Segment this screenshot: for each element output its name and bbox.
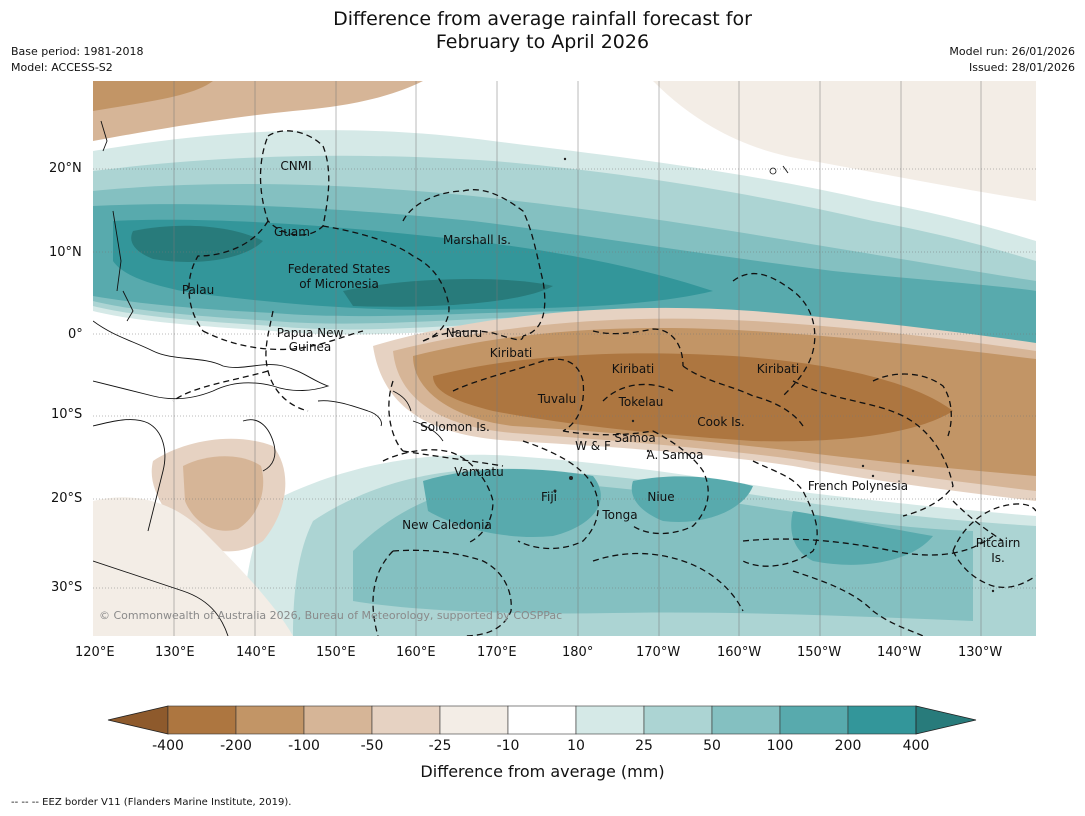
dry-coral-sea-inner [183, 456, 264, 531]
colorbar [107, 705, 977, 735]
colorbar-tick-label: 10 [567, 738, 585, 754]
label-guam: Guam [274, 225, 310, 239]
colorbar-tick-label: -25 [428, 738, 452, 754]
colorbar-segment [711, 705, 781, 735]
model-run: Model run: 26/01/2026 [949, 45, 1075, 58]
colorbar-extend-high [915, 705, 977, 735]
label-png-1: Papua New [277, 326, 344, 340]
wet-south-200 [423, 469, 601, 537]
rainfall-map: CNMI Guam Marshall Is. Federated States … [93, 81, 1036, 636]
islands [553, 157, 995, 593]
wet-core-micronesia [343, 279, 553, 307]
label-asamoa: A. Samoa [647, 448, 704, 462]
label-pitcairn-2: Is. [991, 551, 1005, 565]
colorbar-extend-low [107, 705, 169, 735]
colorbar-tick-label: 50 [703, 738, 721, 754]
model-name: Model: ACCESS-S2 [11, 61, 113, 74]
colorbar-tick-label: -50 [360, 738, 384, 754]
eez-borders [172, 130, 1036, 636]
lat-tick-20n: 20°N [49, 161, 82, 176]
map-title-line1: Difference from average rainfall forecas… [333, 8, 752, 30]
label-niue: Niue [647, 490, 674, 504]
label-fiji: Fiji [541, 490, 557, 504]
label-samoa: Samoa [614, 431, 655, 445]
label-solomon: Solomon Is. [420, 420, 490, 434]
colorbar-segment [439, 705, 509, 735]
label-marshall: Marshall Is. [443, 233, 511, 247]
label-kiribati-east: Kiribati [757, 362, 799, 376]
colorbar-tick-label: 25 [635, 738, 653, 754]
lat-tick-20s: 20°S [51, 491, 83, 506]
base-period: Base period: 1981-2018 [11, 45, 144, 58]
label-palau: Palau [182, 283, 214, 297]
colorbar-tick-label: -10 [496, 738, 520, 754]
lon-tick-150e: 150°E [316, 645, 356, 660]
lon-tick-130e: 130°E [155, 645, 195, 660]
colorbar-tick-label: -100 [288, 738, 320, 754]
colorbar-segment [235, 705, 305, 735]
label-new-caledonia: New Caledonia [402, 518, 492, 532]
colorbar-segment [507, 705, 577, 735]
lon-tick-170e: 170°E [477, 645, 517, 660]
colorbar-segment [371, 705, 441, 735]
dry-anomaly-northeast [653, 81, 1036, 201]
coastlines [93, 120, 789, 636]
label-kiribati-central: Kiribati [612, 362, 654, 376]
label-fsm-2: of Micronesia [299, 277, 379, 291]
colorbar-tick-label: 100 [766, 738, 794, 754]
colorbar-segment [167, 705, 237, 735]
dry-australia-south [93, 497, 293, 636]
copyright-notice: © Commonwealth of Australia 2026, Bureau… [99, 609, 563, 622]
colorbar-segment [303, 705, 373, 735]
lon-tick-140e: 140°E [236, 645, 276, 660]
lat-tick-30s: 30°S [51, 580, 83, 595]
label-png-2: Guinea [289, 340, 332, 354]
label-tonga: Tonga [601, 508, 637, 522]
lat-tick-10n: 10°N [49, 245, 82, 260]
lon-tick-130w: 130°W [958, 645, 1003, 660]
colorbar-segment [643, 705, 713, 735]
colorbar-segment [575, 705, 645, 735]
eez-footnote: -- -- -- EEZ border V11 (Flanders Marine… [11, 797, 292, 808]
label-wf: W & F [575, 439, 611, 453]
lon-tick-160w: 160°W [717, 645, 762, 660]
colorbar-tick-label: -200 [220, 738, 252, 754]
lon-tick-150w: 150°W [797, 645, 842, 660]
lat-tick-10s: 10°S [51, 407, 83, 422]
label-tuvalu: Tuvalu [537, 392, 577, 406]
lon-tick-120e: 120°E [75, 645, 115, 660]
label-french-polynesia: French Polynesia [808, 479, 908, 493]
colorbar-tick-label: 200 [834, 738, 862, 754]
wet-core-west [131, 225, 263, 262]
colorbar-tick-label: 400 [902, 738, 930, 754]
label-nauru: Nauru [446, 326, 482, 340]
colorbar-segment [847, 705, 917, 735]
dry-anomaly-north-inner [93, 81, 213, 111]
lon-tick-160e: 160°E [396, 645, 436, 660]
label-pitcairn-1: Pitcairn [976, 536, 1021, 550]
label-cook: Cook Is. [697, 415, 744, 429]
colorbar-title: Difference from average (mm) [420, 762, 665, 781]
colorbar-segment [779, 705, 849, 735]
map-title-line2: February to April 2026 [435, 31, 650, 53]
wet-south-niue [631, 476, 753, 522]
label-cnmi: CNMI [280, 159, 311, 173]
issued-date: Issued: 28/01/2026 [968, 61, 1075, 74]
lon-tick-180: 180° [562, 645, 594, 660]
label-kiribati-west: Kiribati [490, 346, 532, 360]
dry-band-200 [433, 353, 953, 442]
lon-tick-140w: 140°W [877, 645, 922, 660]
label-vanuatu: Vanuatu [454, 465, 504, 479]
country-labels: CNMI Guam Marshall Is. Federated States … [182, 159, 1020, 565]
colorbar-tick-label: -400 [152, 738, 184, 754]
label-fsm-1: Federated States [288, 262, 390, 276]
wet-band-north-400 [113, 219, 713, 310]
label-tokelau: Tokelau [618, 395, 664, 409]
lat-tick-0: 0° [68, 327, 83, 342]
lon-tick-170w: 170°W [636, 645, 681, 660]
